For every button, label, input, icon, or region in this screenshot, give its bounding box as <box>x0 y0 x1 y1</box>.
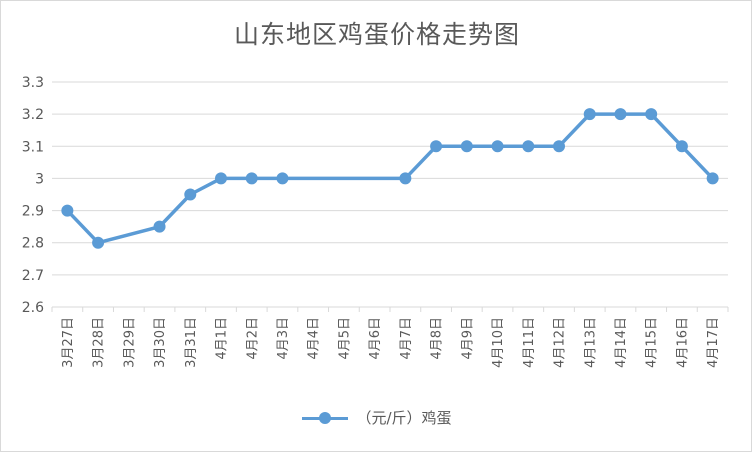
x-tick-label: 4月16日 <box>675 317 690 368</box>
data-point <box>522 140 535 153</box>
x-tick-label: 4月2日 <box>245 317 260 360</box>
y-tick-label: 3.2 <box>22 107 44 123</box>
data-point <box>245 172 258 185</box>
x-tick-label: 4月8日 <box>430 317 445 360</box>
x-tick-label: 4月4日 <box>307 317 322 360</box>
x-tick-label: 4月5日 <box>337 317 352 360</box>
x-tick-label: 4月10日 <box>491 317 506 368</box>
y-tick-label: 2.9 <box>22 204 44 220</box>
x-tick-label: 3月31日 <box>184 317 199 368</box>
data-point <box>645 108 658 121</box>
data-point <box>92 236 105 249</box>
x-tick-label: 4月14日 <box>614 317 629 368</box>
data-point <box>491 140 504 153</box>
x-tick-label: 4月13日 <box>583 317 598 368</box>
x-tick-label: 3月27日 <box>61 317 76 368</box>
y-tick-label: 3.1 <box>22 139 44 155</box>
legend-swatch <box>302 411 349 424</box>
x-tick-label: 4月9日 <box>460 317 475 360</box>
data-point <box>675 140 688 153</box>
legend-item: （元/斤）鸡蛋 <box>302 407 452 428</box>
data-point <box>153 220 166 233</box>
data-point <box>184 188 197 201</box>
y-tick-label: 2.7 <box>22 268 44 284</box>
x-tick-label: 4月12日 <box>553 317 568 368</box>
data-point <box>583 108 596 121</box>
x-tick-label: 4月3日 <box>276 317 291 360</box>
y-tick-label: 3 <box>35 171 44 187</box>
legend-label: （元/斤）鸡蛋 <box>356 409 452 427</box>
legend-marker <box>319 411 332 424</box>
data-point <box>706 172 719 185</box>
data-point <box>61 204 74 217</box>
data-point <box>614 108 627 121</box>
data-point <box>430 140 443 153</box>
x-tick-label: 4月15日 <box>645 317 660 368</box>
x-tick-label: 3月29日 <box>122 317 137 368</box>
chart-legend: （元/斤）鸡蛋 <box>1 407 752 428</box>
chart-title: 山东地区鸡蛋价格走势图 <box>233 20 520 49</box>
x-tick-label: 4月6日 <box>368 317 383 360</box>
data-point <box>215 172 227 185</box>
x-tick-label: 3月28日 <box>92 317 107 368</box>
x-tick-label: 4月17日 <box>706 317 721 368</box>
x-tick-label: 4月11日 <box>522 317 537 368</box>
y-tick-label: 3.3 <box>22 75 44 91</box>
y-tick-label: 2.6 <box>22 300 44 316</box>
x-tick-label: 4月1日 <box>215 317 230 360</box>
x-tick-label: 4月7日 <box>399 317 414 360</box>
data-point <box>399 172 412 185</box>
data-point <box>460 140 473 153</box>
x-tick-label: 3月30日 <box>153 317 168 368</box>
y-tick-label: 2.8 <box>22 236 44 252</box>
data-point <box>553 140 565 153</box>
data-point <box>276 172 289 185</box>
